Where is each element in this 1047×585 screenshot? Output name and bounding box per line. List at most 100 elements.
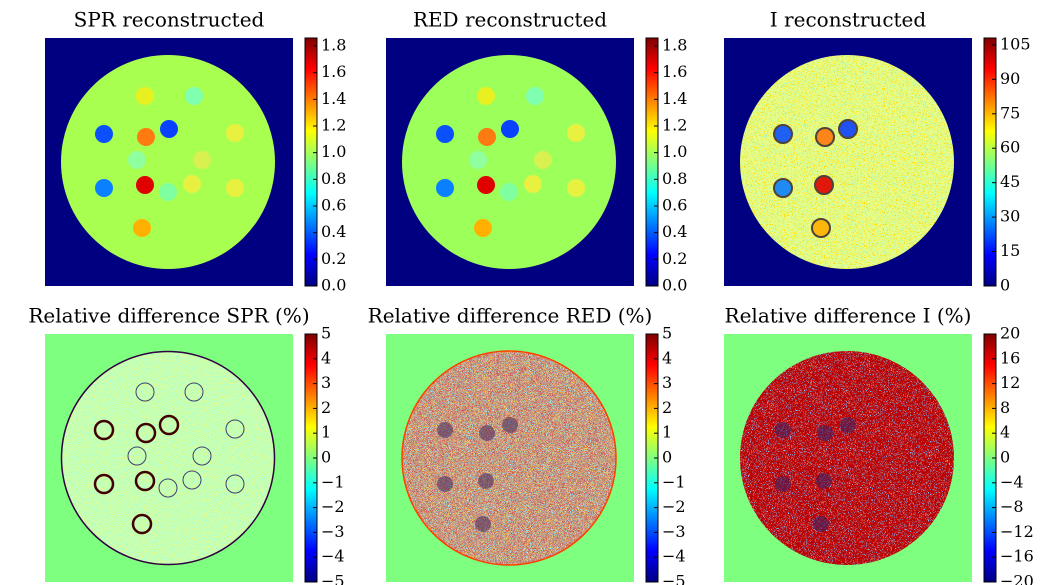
image-panel [45,38,293,286]
insert [183,175,201,193]
colorbar-tick-label: −2 [662,497,686,516]
colorbar-tick-label: 4 [321,348,331,367]
insert [813,516,829,532]
colorbar-tick-label: 0.0 [321,276,346,295]
colorbar-tick-label: 0.6 [321,196,346,215]
colorbar-tick-label: −5 [662,572,686,585]
panel: RED reconstructed 0.0 0.2 0.4 0.6 0.8 1.0 1.2 1.… [386,8,687,295]
colorbar-tick-label: 20 [1000,324,1020,343]
colorbar-tick-label: 15 [1000,241,1020,260]
insert [500,183,518,201]
panel-title: I reconstructed [770,8,927,32]
colorbar-tick-label: 16 [1000,348,1020,367]
insert [501,120,519,138]
insert [184,382,204,402]
phantom-noise [740,351,954,565]
insert [815,127,835,147]
insert [811,218,831,238]
colorbar-tick-label: 2 [321,398,331,417]
colorbar-tick-label: −4 [662,547,686,566]
insert [160,120,178,138]
phantom-noise [61,351,275,565]
insert [93,419,115,441]
colorbar-tick-label: 60 [1000,138,1020,157]
colorbar-tick-label: 1.0 [321,142,346,161]
image-panel [724,334,972,582]
insert [185,87,203,105]
insert [159,183,177,201]
insert [502,417,518,433]
colorbar-tick-label: 8 [1000,398,1010,417]
insert [158,478,178,498]
colorbar-tick-label: 4 [1000,423,1010,442]
colorbar-tick-label: 4 [662,348,672,367]
insert [93,473,115,495]
insert [814,175,834,195]
insert [436,179,454,197]
colorbar-tick-label: 30 [1000,207,1020,226]
colorbar-tick-label: 1 [662,423,672,442]
insert [225,474,245,494]
insert [474,219,492,237]
insert [226,179,244,197]
insert [182,470,202,490]
colorbar-tick-label: −16 [1000,547,1034,566]
image-panel [386,38,634,286]
colorbar-tick-label: 1.4 [662,89,687,108]
panel-title: Relative difference I (%) [725,304,972,328]
colorbar-tick-label: 1.6 [662,62,687,81]
colorbar-tick-label: −12 [1000,522,1034,541]
insert [136,87,154,105]
insert [134,470,156,492]
colorbar-tick-label: 12 [1000,373,1020,392]
insert [567,179,585,197]
phantom-disk [61,55,275,269]
colorbar-tick-label: 0 [1000,276,1010,295]
insert [477,87,495,105]
phantom-edge [401,350,617,566]
colorbar-tick-label: −3 [662,522,686,541]
insert [193,151,211,169]
insert [437,422,453,438]
panel-title: Relative difference SPR (%) [28,304,309,328]
insert [226,124,244,142]
colorbar-tick-label: 1.8 [662,36,687,55]
insert [775,422,791,438]
phantom-disk [402,55,616,269]
insert [478,128,496,146]
colorbar-tick-label: −20 [1000,572,1034,585]
colorbar-tick-label: 90 [1000,69,1020,88]
insert [477,176,495,194]
colorbar-tick-label: 0.2 [662,249,687,268]
colorbar-tick-label: −4 [321,547,345,566]
insert [773,124,793,144]
colorbar-tick-label: 5 [321,324,331,343]
insert [526,87,544,105]
colorbar [304,37,318,287]
colorbar [983,37,997,287]
colorbar-tick-label: 45 [1000,172,1020,191]
insert [436,125,454,143]
insert [437,476,453,492]
insert [225,419,245,439]
insert [192,446,212,466]
colorbar-tick-label: −5 [321,572,345,585]
insert [95,179,113,197]
panel: Relative difference SPR (%) −5 −4 −3 −2 −1 0 1 2… [28,304,344,585]
colorbar-tick-label: 1.6 [321,62,346,81]
colorbar-tick-label: −8 [1000,497,1024,516]
colorbar-tick-label: 3 [662,373,672,392]
panel: Relative difference RED (%) −5 −4 −3 −2 −1 0 1 2… [368,304,686,585]
phantom-edge [60,350,276,566]
colorbar-tick-label: 0.0 [662,276,687,295]
colorbar-tick-label: −1 [662,472,686,491]
panel-title: SPR reconstructed [74,8,265,32]
image-panel [724,38,972,286]
insert [478,473,494,489]
insert [479,425,495,441]
phantom-noise [740,55,954,269]
insert [475,516,491,532]
colorbar-tick-label: 75 [1000,103,1020,122]
colorbar-tick-label: 0 [1000,448,1010,467]
